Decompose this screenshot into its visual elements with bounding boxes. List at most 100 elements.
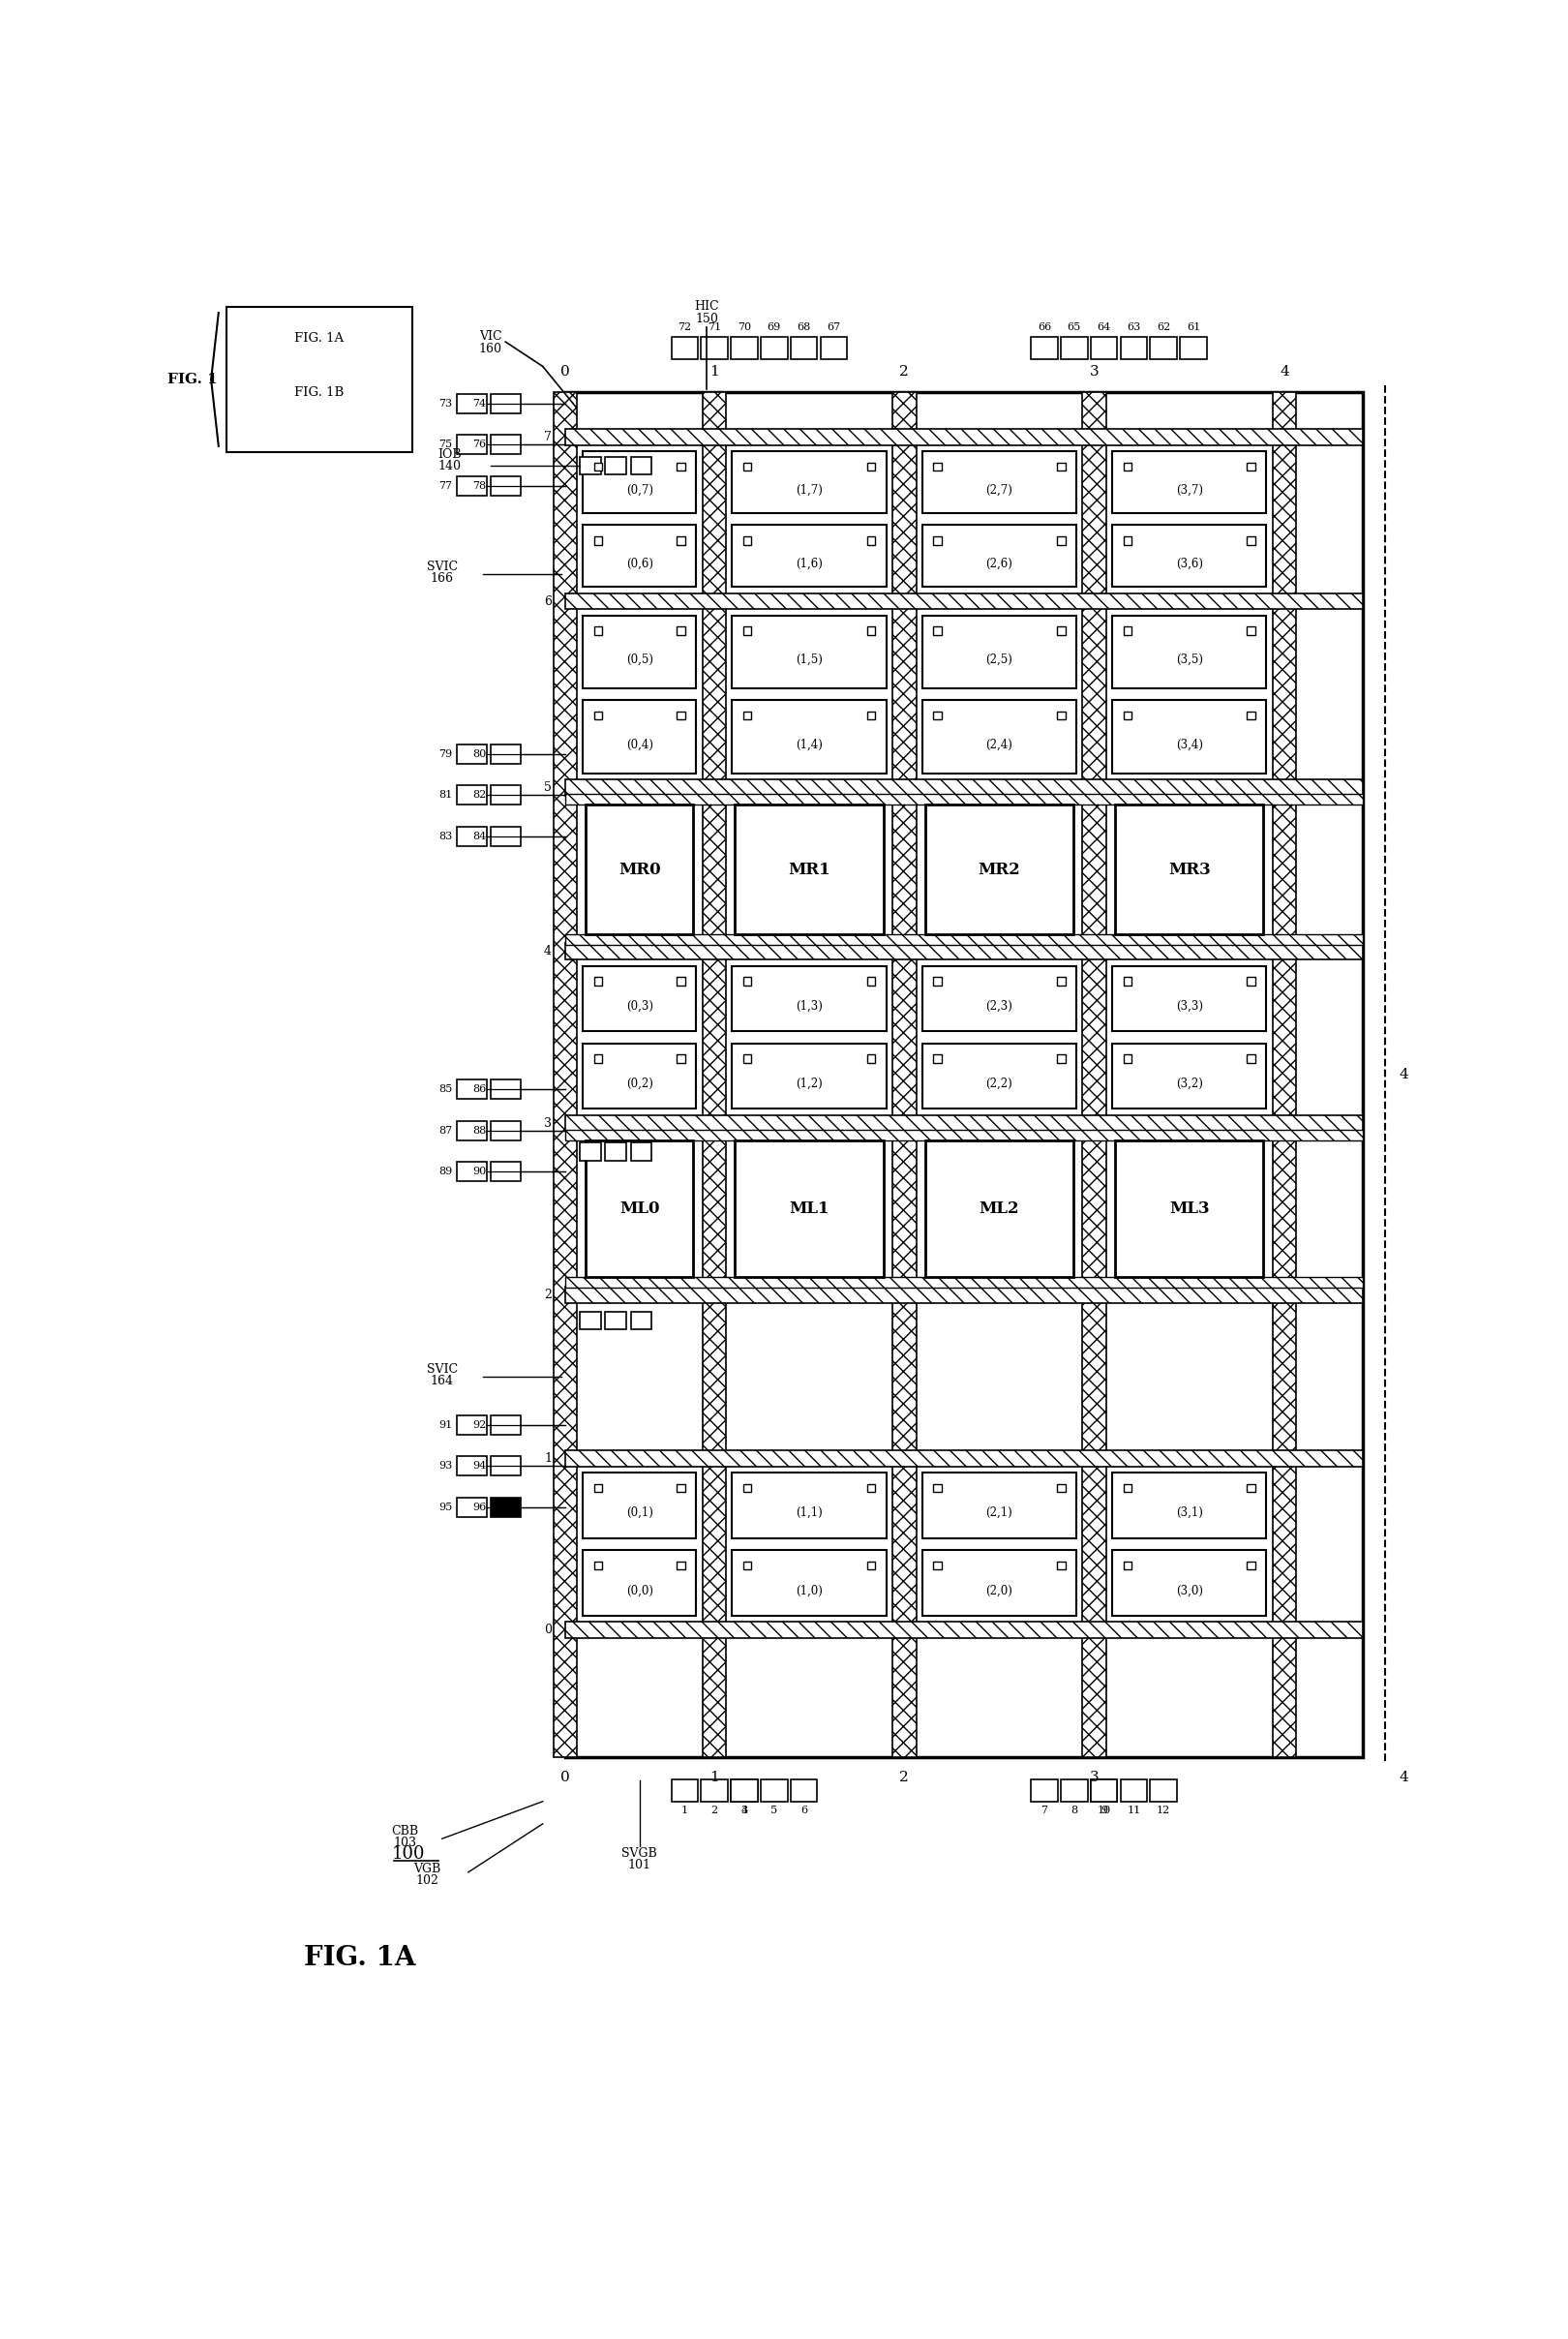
Bar — [564, 1286, 1363, 1303]
Text: 75: 75 — [439, 440, 453, 449]
Bar — [732, 1474, 886, 1539]
Text: (1,0): (1,0) — [795, 1584, 823, 1598]
Bar — [491, 1457, 521, 1476]
Text: 0: 0 — [544, 1623, 552, 1637]
Text: 96: 96 — [472, 1502, 486, 1511]
Bar — [1112, 1043, 1267, 1109]
Bar — [594, 711, 602, 720]
Text: MR2: MR2 — [978, 861, 1021, 877]
Text: 6: 6 — [801, 1806, 808, 1815]
Bar — [1090, 1780, 1118, 1801]
Text: 79: 79 — [439, 748, 453, 758]
Text: 4: 4 — [1279, 365, 1289, 379]
Bar — [1123, 1483, 1132, 1492]
Bar — [1247, 536, 1256, 545]
Bar — [1057, 711, 1065, 720]
Bar — [1112, 451, 1267, 512]
Bar — [1060, 337, 1088, 358]
Bar — [1112, 526, 1267, 587]
Bar — [1057, 463, 1065, 470]
Bar — [491, 435, 521, 454]
Bar — [491, 1415, 521, 1434]
Text: 5: 5 — [771, 1806, 778, 1815]
Text: 77: 77 — [439, 482, 453, 491]
Text: 61: 61 — [1187, 323, 1200, 332]
Text: (2,0): (2,0) — [986, 1584, 1013, 1598]
Bar — [922, 1551, 1076, 1616]
Bar — [1082, 393, 1105, 1757]
Text: 8: 8 — [1071, 1806, 1077, 1815]
Bar — [456, 786, 486, 805]
Text: HIC: HIC — [695, 299, 720, 313]
Text: 85: 85 — [439, 1085, 453, 1095]
Text: 7: 7 — [1041, 1806, 1047, 1815]
Text: 80: 80 — [472, 748, 486, 758]
Bar — [564, 936, 1363, 945]
Bar — [1057, 1483, 1065, 1492]
Bar — [564, 594, 1363, 610]
Text: 72: 72 — [677, 323, 691, 332]
Bar — [867, 536, 875, 545]
Bar — [933, 1483, 941, 1492]
Bar — [564, 943, 1363, 959]
Bar — [491, 826, 521, 847]
Text: (0,1): (0,1) — [626, 1506, 654, 1520]
Text: 92: 92 — [472, 1420, 486, 1429]
Text: 166: 166 — [431, 573, 453, 585]
Text: 70: 70 — [737, 323, 751, 332]
Text: SVIC: SVIC — [426, 1364, 458, 1375]
Text: 84: 84 — [472, 830, 486, 842]
Bar — [1057, 978, 1065, 985]
Bar — [456, 1457, 486, 1476]
Bar — [1030, 337, 1058, 358]
Bar — [1112, 699, 1267, 774]
Bar — [922, 1043, 1076, 1109]
Bar — [743, 711, 751, 720]
Bar — [456, 1081, 486, 1099]
Text: SVIC: SVIC — [426, 561, 458, 573]
Bar — [1247, 1055, 1256, 1062]
Text: 4: 4 — [1399, 1069, 1408, 1081]
Text: 160: 160 — [478, 344, 502, 356]
Bar — [933, 978, 941, 985]
Bar — [933, 536, 941, 545]
Text: FIG. 1: FIG. 1 — [168, 372, 218, 386]
Bar — [743, 978, 751, 985]
Text: 164: 164 — [431, 1375, 453, 1387]
Bar — [1090, 1780, 1118, 1801]
Bar — [1247, 463, 1256, 470]
Bar — [677, 1055, 685, 1062]
Bar — [456, 393, 486, 414]
Text: 3: 3 — [1090, 365, 1099, 379]
Bar — [760, 337, 787, 358]
Bar — [732, 451, 886, 512]
Text: ML2: ML2 — [978, 1200, 1019, 1216]
Text: (2,1): (2,1) — [986, 1506, 1013, 1520]
Bar — [671, 1780, 698, 1801]
Bar — [1247, 711, 1256, 720]
Text: (1,3): (1,3) — [795, 999, 823, 1013]
Text: ML0: ML0 — [619, 1200, 660, 1216]
Bar — [922, 451, 1076, 512]
Text: (3,4): (3,4) — [1176, 739, 1203, 751]
Bar — [1057, 536, 1065, 545]
Bar — [1151, 337, 1178, 358]
Bar — [1123, 978, 1132, 985]
Text: 87: 87 — [439, 1125, 453, 1134]
Text: 88: 88 — [472, 1125, 486, 1134]
Text: MR1: MR1 — [789, 861, 831, 877]
Text: (0,6): (0,6) — [626, 557, 654, 571]
Text: 64: 64 — [1098, 323, 1110, 332]
Bar — [586, 805, 693, 936]
Bar — [867, 627, 875, 634]
Bar — [605, 456, 626, 475]
Bar — [760, 1780, 787, 1801]
Bar — [1123, 627, 1132, 634]
Bar — [933, 711, 941, 720]
Bar — [564, 1116, 1363, 1132]
Bar — [790, 337, 817, 358]
Text: (3,2): (3,2) — [1176, 1078, 1203, 1090]
Text: 68: 68 — [797, 323, 811, 332]
Text: 67: 67 — [826, 323, 840, 332]
Bar — [580, 1141, 601, 1160]
